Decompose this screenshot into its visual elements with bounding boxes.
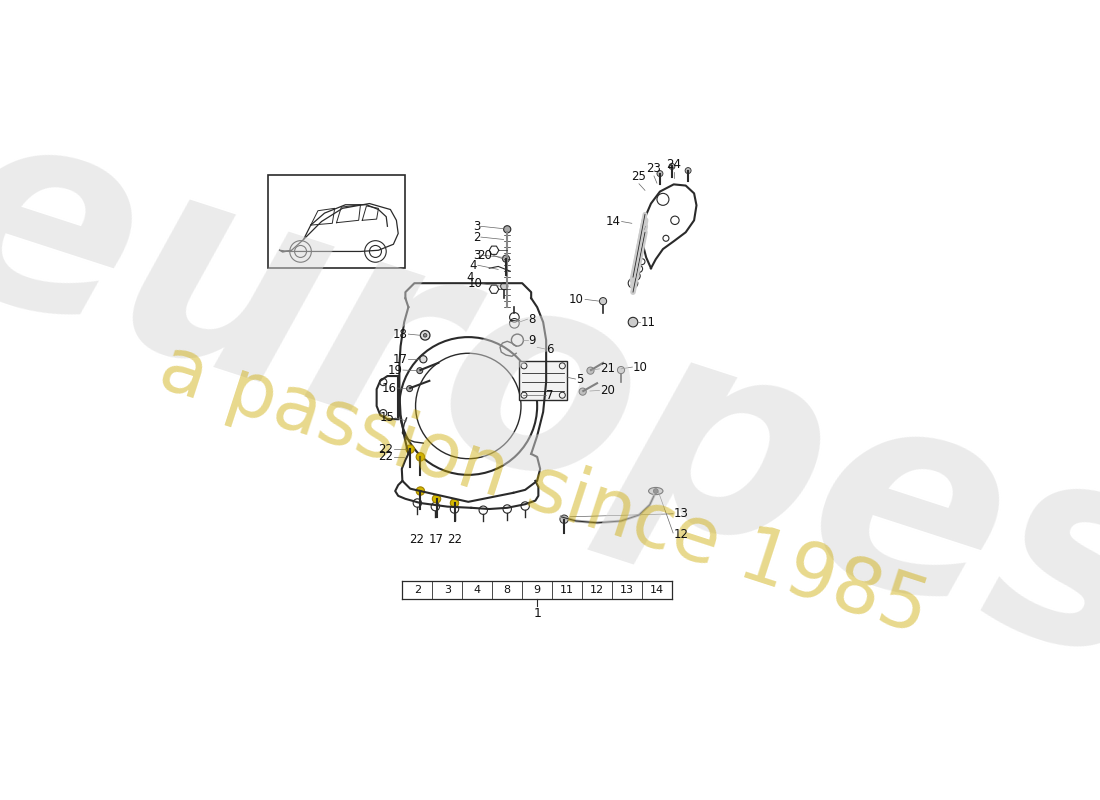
Text: 3: 3 bbox=[473, 220, 481, 233]
Text: 3: 3 bbox=[473, 249, 481, 262]
Text: 21: 21 bbox=[601, 362, 615, 375]
Text: 8: 8 bbox=[504, 585, 510, 595]
Text: 8: 8 bbox=[528, 313, 536, 326]
Text: 10: 10 bbox=[468, 278, 482, 290]
Text: 17: 17 bbox=[393, 353, 408, 366]
Text: 22: 22 bbox=[409, 533, 425, 546]
Text: 10: 10 bbox=[632, 361, 648, 374]
Text: 14: 14 bbox=[606, 215, 621, 228]
Text: 11: 11 bbox=[560, 585, 574, 595]
Text: 15: 15 bbox=[379, 411, 395, 425]
Text: europes: europes bbox=[0, 76, 1100, 724]
Circle shape bbox=[417, 368, 422, 374]
Circle shape bbox=[504, 226, 510, 233]
Circle shape bbox=[653, 489, 658, 494]
Text: 17: 17 bbox=[428, 533, 443, 546]
Circle shape bbox=[657, 170, 663, 177]
Circle shape bbox=[669, 163, 675, 170]
Text: 7: 7 bbox=[546, 389, 553, 402]
Text: 18: 18 bbox=[393, 328, 408, 341]
Text: 24: 24 bbox=[667, 158, 681, 171]
Text: 2: 2 bbox=[473, 230, 481, 243]
Text: 23: 23 bbox=[647, 162, 661, 175]
Text: 16: 16 bbox=[382, 382, 396, 394]
Text: 3: 3 bbox=[443, 585, 451, 595]
Text: 25: 25 bbox=[631, 170, 647, 183]
Circle shape bbox=[450, 499, 459, 507]
Text: 19: 19 bbox=[387, 363, 403, 377]
Ellipse shape bbox=[649, 487, 663, 494]
Text: 14: 14 bbox=[650, 585, 664, 595]
Circle shape bbox=[685, 167, 691, 174]
Circle shape bbox=[416, 453, 425, 461]
Bar bbox=[267, 175, 406, 268]
Text: 4: 4 bbox=[474, 585, 481, 595]
Text: 20: 20 bbox=[601, 384, 615, 397]
Circle shape bbox=[416, 487, 425, 495]
Text: 22: 22 bbox=[448, 533, 463, 546]
Circle shape bbox=[503, 255, 509, 262]
Text: 6: 6 bbox=[546, 342, 553, 355]
Text: 12: 12 bbox=[673, 528, 689, 542]
Circle shape bbox=[432, 494, 441, 503]
Text: 2: 2 bbox=[414, 585, 421, 595]
Text: 12: 12 bbox=[590, 585, 604, 595]
Text: 4: 4 bbox=[470, 258, 477, 272]
Circle shape bbox=[424, 334, 427, 337]
Text: 1: 1 bbox=[534, 607, 541, 620]
Text: a passion since 1985: a passion since 1985 bbox=[150, 330, 937, 650]
Text: 20: 20 bbox=[477, 249, 492, 262]
Circle shape bbox=[628, 318, 638, 327]
Text: 10: 10 bbox=[569, 293, 584, 306]
Circle shape bbox=[579, 388, 586, 395]
Bar bbox=[519, 361, 568, 400]
Circle shape bbox=[420, 356, 427, 363]
Text: 9: 9 bbox=[534, 585, 541, 595]
Circle shape bbox=[420, 330, 430, 340]
Text: 13: 13 bbox=[673, 507, 689, 520]
Circle shape bbox=[406, 445, 415, 454]
Circle shape bbox=[600, 298, 606, 305]
Text: 4: 4 bbox=[466, 270, 474, 284]
Text: 11: 11 bbox=[640, 316, 656, 329]
Circle shape bbox=[587, 367, 594, 374]
Text: 22: 22 bbox=[378, 450, 394, 463]
Circle shape bbox=[407, 386, 412, 392]
Text: 13: 13 bbox=[620, 585, 634, 595]
Text: 5: 5 bbox=[576, 373, 583, 386]
Text: 9: 9 bbox=[528, 334, 536, 346]
Circle shape bbox=[560, 515, 569, 523]
Circle shape bbox=[617, 366, 625, 374]
Text: 22: 22 bbox=[378, 442, 394, 456]
Circle shape bbox=[500, 282, 508, 290]
